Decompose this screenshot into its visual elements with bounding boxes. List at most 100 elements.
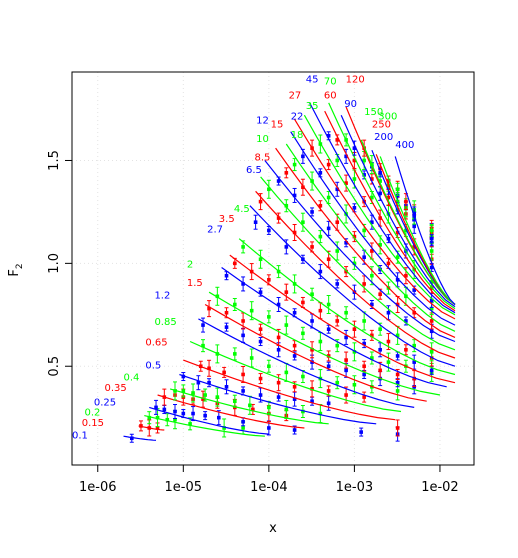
data-point xyxy=(326,327,331,331)
fit-line xyxy=(208,291,441,396)
data-point xyxy=(386,261,391,266)
data-point xyxy=(155,415,160,420)
series-60 xyxy=(324,110,456,312)
data-point xyxy=(352,177,357,181)
data-point xyxy=(284,407,289,412)
data-point xyxy=(352,234,357,239)
data-point xyxy=(203,393,207,397)
data-point xyxy=(429,298,434,303)
data-point xyxy=(258,376,263,381)
q2-label: 150 xyxy=(364,107,383,118)
data-point xyxy=(224,310,229,315)
data-point xyxy=(267,315,271,319)
data-point xyxy=(326,162,331,167)
fit-line xyxy=(264,160,456,343)
data-point xyxy=(196,380,201,385)
fit-line xyxy=(238,238,456,376)
data-point xyxy=(129,436,134,441)
data-point xyxy=(335,380,340,385)
data-point xyxy=(292,310,297,315)
data-point xyxy=(386,339,391,344)
data-point xyxy=(198,364,203,369)
data-point xyxy=(412,376,417,381)
data-point xyxy=(188,422,192,426)
series-0.5 xyxy=(179,372,400,442)
data-point xyxy=(318,308,323,313)
data-point xyxy=(362,372,366,377)
series-1.5 xyxy=(204,300,427,402)
q2-label: 35 xyxy=(306,101,319,112)
data-point xyxy=(352,350,357,354)
data-point xyxy=(386,360,391,364)
data-point xyxy=(292,343,297,348)
q2-label: 3.5 xyxy=(219,214,235,225)
data-point xyxy=(258,290,263,294)
data-point xyxy=(284,290,289,294)
data-point xyxy=(344,269,348,274)
data-point xyxy=(292,397,297,401)
data-point xyxy=(412,224,417,229)
data-point xyxy=(215,395,220,399)
data-point xyxy=(276,380,281,385)
data-point xyxy=(378,216,382,220)
q2-label: 2 xyxy=(187,259,193,270)
fit-line xyxy=(198,318,415,408)
x-tick-label: 1e-03 xyxy=(336,480,374,495)
y-axis-label-subscript: 2 xyxy=(15,263,25,269)
data-point xyxy=(222,426,226,430)
x-tick-label: 1e-04 xyxy=(250,480,288,495)
data-point xyxy=(429,236,434,241)
data-point xyxy=(344,310,348,315)
data-point xyxy=(201,323,205,327)
series-3.5 xyxy=(229,254,456,384)
data-point xyxy=(310,146,314,150)
data-point xyxy=(395,187,400,192)
data-point xyxy=(429,265,434,270)
data-point xyxy=(233,352,237,356)
data-point xyxy=(276,269,281,274)
series-150 xyxy=(360,139,456,305)
data-point xyxy=(224,325,229,329)
series-120 xyxy=(345,106,456,305)
data-point xyxy=(241,426,245,430)
q2-label: 15 xyxy=(271,120,284,131)
data-point xyxy=(301,374,305,379)
q2-label-layer: 0.10.150.20.250.350.40.50.650.851.21.522… xyxy=(72,74,414,441)
data-point xyxy=(292,282,297,286)
data-point xyxy=(201,343,205,348)
y-tick-label: 1.5 xyxy=(47,150,62,171)
data-point xyxy=(344,335,348,340)
fit-line xyxy=(138,425,165,431)
data-point xyxy=(370,333,374,338)
data-point xyxy=(404,228,408,233)
q2-label: 1.5 xyxy=(187,278,203,289)
data-point xyxy=(284,245,289,249)
data-point xyxy=(352,382,357,387)
data-point xyxy=(310,210,314,214)
data-point xyxy=(370,302,374,307)
fit-line xyxy=(275,147,456,338)
y-axis-label: F2 xyxy=(7,263,25,276)
data-point xyxy=(352,327,357,331)
data-point xyxy=(292,193,297,198)
data-point xyxy=(404,319,408,323)
data-point xyxy=(412,212,417,216)
data-point xyxy=(362,158,366,163)
data-point xyxy=(155,426,160,430)
data-point xyxy=(241,389,245,393)
data-point xyxy=(378,267,382,272)
data-point xyxy=(370,220,374,225)
data-point xyxy=(429,306,434,311)
data-point xyxy=(224,273,229,278)
data-point xyxy=(147,426,152,430)
data-point xyxy=(241,245,245,249)
q2-label: 0.85 xyxy=(154,317,176,328)
x-axis-label: x xyxy=(269,521,277,536)
data-point xyxy=(162,395,167,399)
data-point xyxy=(378,292,382,297)
fit-line xyxy=(328,102,456,310)
data-point xyxy=(362,282,366,286)
data-point xyxy=(378,327,382,331)
series-layer xyxy=(123,102,456,443)
data-point xyxy=(335,343,340,348)
